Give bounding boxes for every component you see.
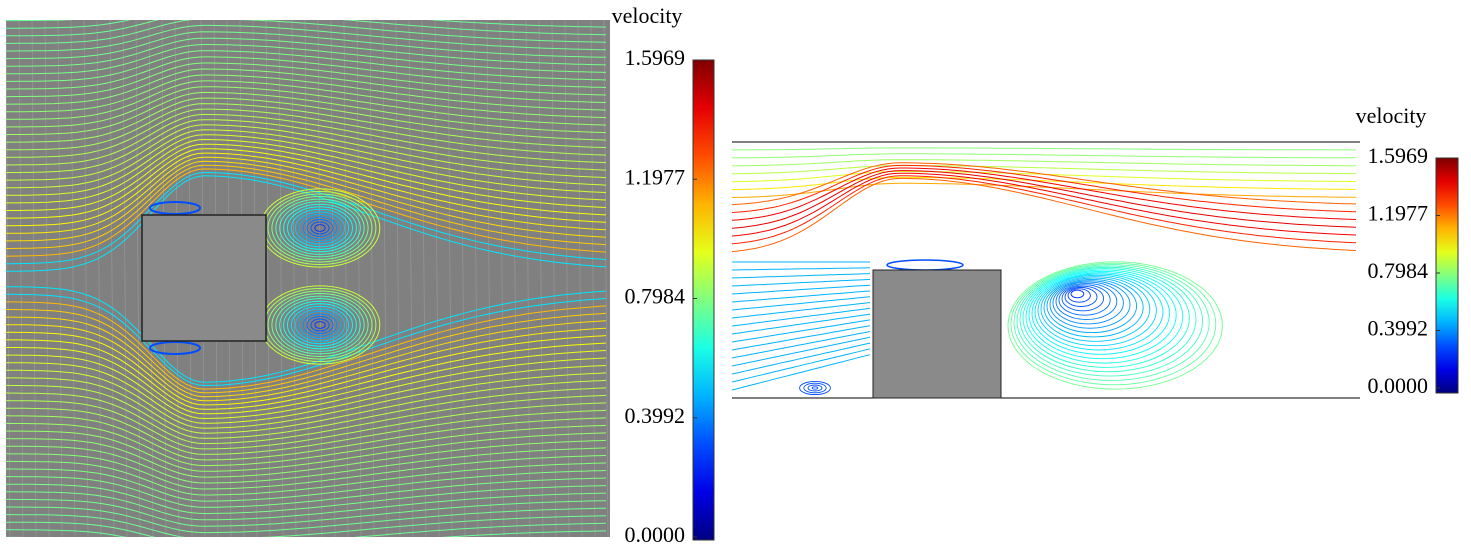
left-obstacle (142, 215, 266, 341)
streamline (6, 537, 606, 549)
colorbar (1436, 158, 1458, 393)
right-obstacle (873, 270, 1001, 398)
colorbar-title: velocity (612, 3, 683, 28)
streamline (6, 0, 606, 21)
colorbar-tick-label: 0.3992 (1368, 316, 1429, 341)
colorbar (693, 60, 714, 540)
colorbar-title: velocity (1356, 103, 1427, 128)
colorbar-tick-label: 1.1977 (1368, 201, 1429, 226)
colorbar-tick-label: 0.3992 (625, 403, 686, 428)
colorbar-tick-label: 0.0000 (625, 522, 686, 547)
colorbar-tick-label: 0.0000 (1368, 373, 1429, 398)
colorbar-tick-label: 0.7984 (625, 284, 686, 309)
colorbar-tick-label: 1.1977 (625, 164, 686, 189)
colorbar-tick-label: 1.5969 (1368, 143, 1429, 168)
figure: velocity velocity 1.5969 1.1977 0.7984 0.39… (0, 0, 1471, 549)
colorbar-tick-label: 1.5969 (625, 45, 686, 70)
colorbar-tick-label: 0.7984 (1368, 258, 1429, 283)
